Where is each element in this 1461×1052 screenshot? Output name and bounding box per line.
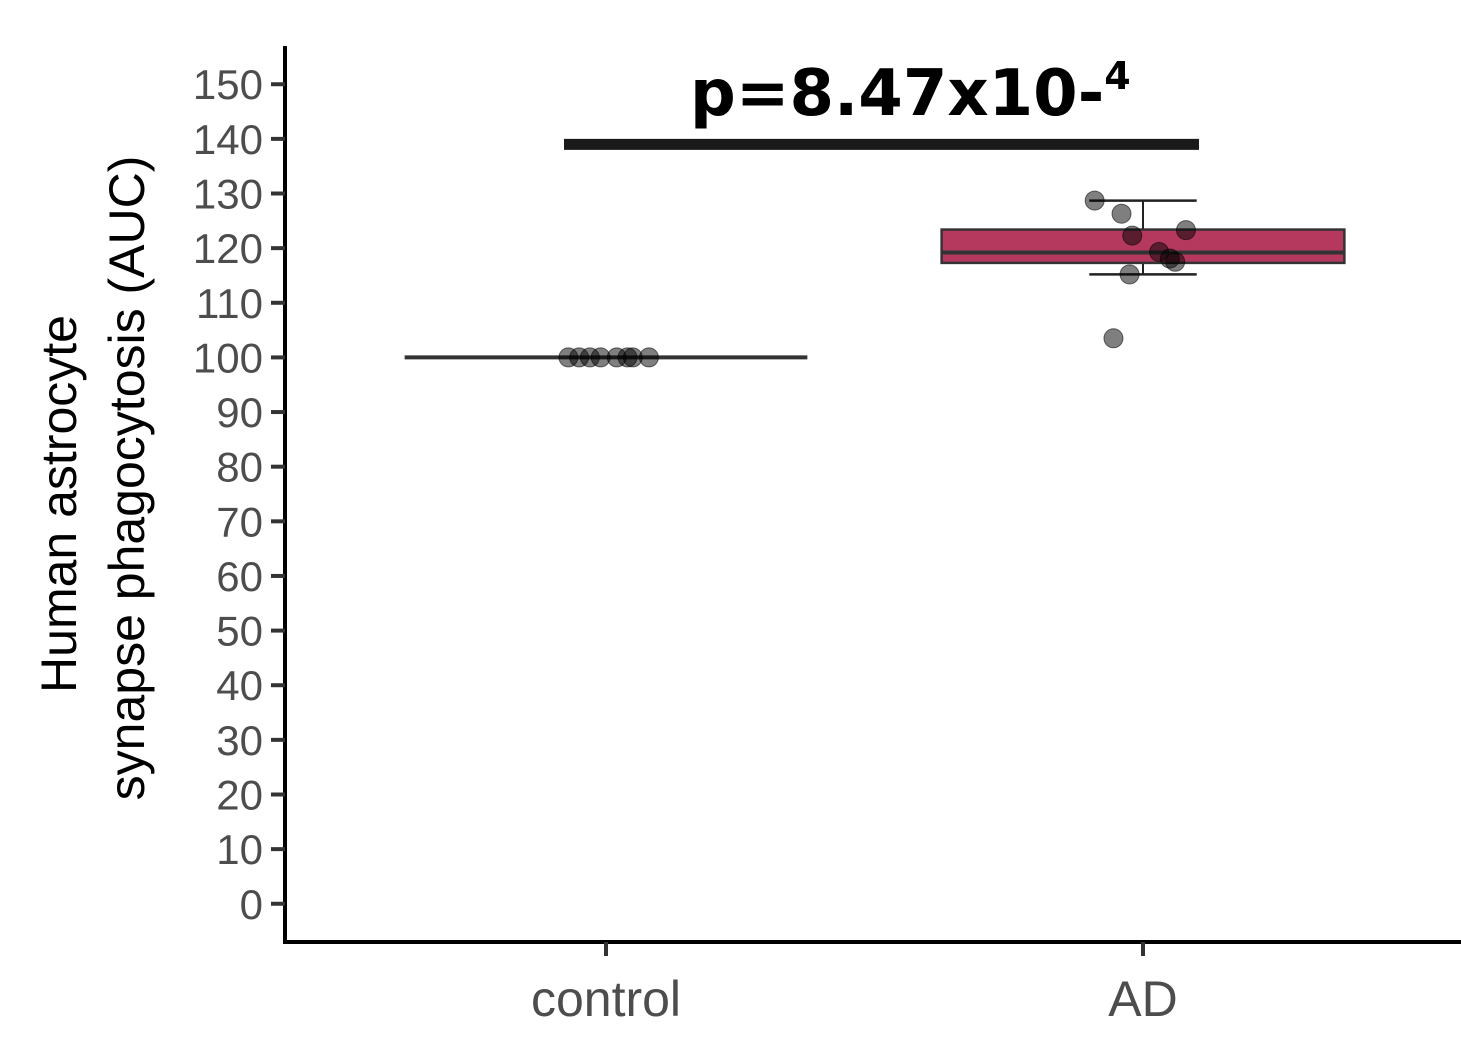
data-points	[558, 190, 1196, 368]
y-tick-label: 100	[193, 334, 263, 381]
y-tick-label: 40	[216, 662, 263, 709]
y-axis-title-line-1: Human astrocyte	[31, 315, 87, 693]
y-tick-label: 110	[196, 280, 263, 327]
x-tick-label: AD	[1108, 971, 1177, 1027]
data-point	[1122, 225, 1143, 246]
y-tick-label: 120	[193, 225, 263, 272]
p-value-exponent: 4	[1104, 54, 1130, 98]
data-point	[1175, 220, 1196, 241]
y-tick-label: 10	[216, 826, 263, 873]
y-tick-label: 80	[216, 444, 263, 491]
data-point	[1165, 251, 1186, 272]
y-axis-ticks: 0 10 20 30 40 50 60 70 80 90 100 110 120 130 140 150	[193, 61, 285, 928]
y-axis-title: Human astrocyte synapse phagocytosis (AU…	[31, 156, 155, 801]
y-tick-label: 50	[216, 608, 263, 655]
y-tick-label: 20	[216, 771, 263, 818]
box-AD	[940, 199, 1346, 276]
p-value-label: p=8.47x10-4	[690, 54, 1131, 131]
y-tick-label: 90	[216, 389, 263, 436]
y-tick-label: 30	[216, 717, 263, 764]
y-tick-label: 130	[193, 171, 263, 218]
data-point	[1119, 264, 1140, 285]
x-tick-label: control	[531, 971, 681, 1027]
x-axis-ticks: control AD	[531, 942, 1178, 1027]
y-tick-label: 150	[193, 61, 263, 108]
y-axis-title-line-2: synapse phagocytosis (AUC)	[99, 156, 155, 801]
p-value-text: p=8.47x10-	[690, 57, 1104, 131]
y-tick-label: 70	[216, 498, 263, 545]
data-point	[1103, 328, 1124, 349]
boxes	[404, 199, 1346, 360]
data-point	[1084, 190, 1105, 211]
significance-annotation: p=8.47x10-4	[564, 54, 1199, 150]
axes	[283, 46, 1461, 944]
data-point	[1111, 203, 1132, 224]
box-rect	[940, 228, 1346, 265]
y-tick-label: 60	[216, 553, 263, 600]
data-point	[638, 347, 659, 368]
y-tick-label: 0	[240, 881, 263, 928]
y-tick-label: 140	[193, 116, 263, 163]
